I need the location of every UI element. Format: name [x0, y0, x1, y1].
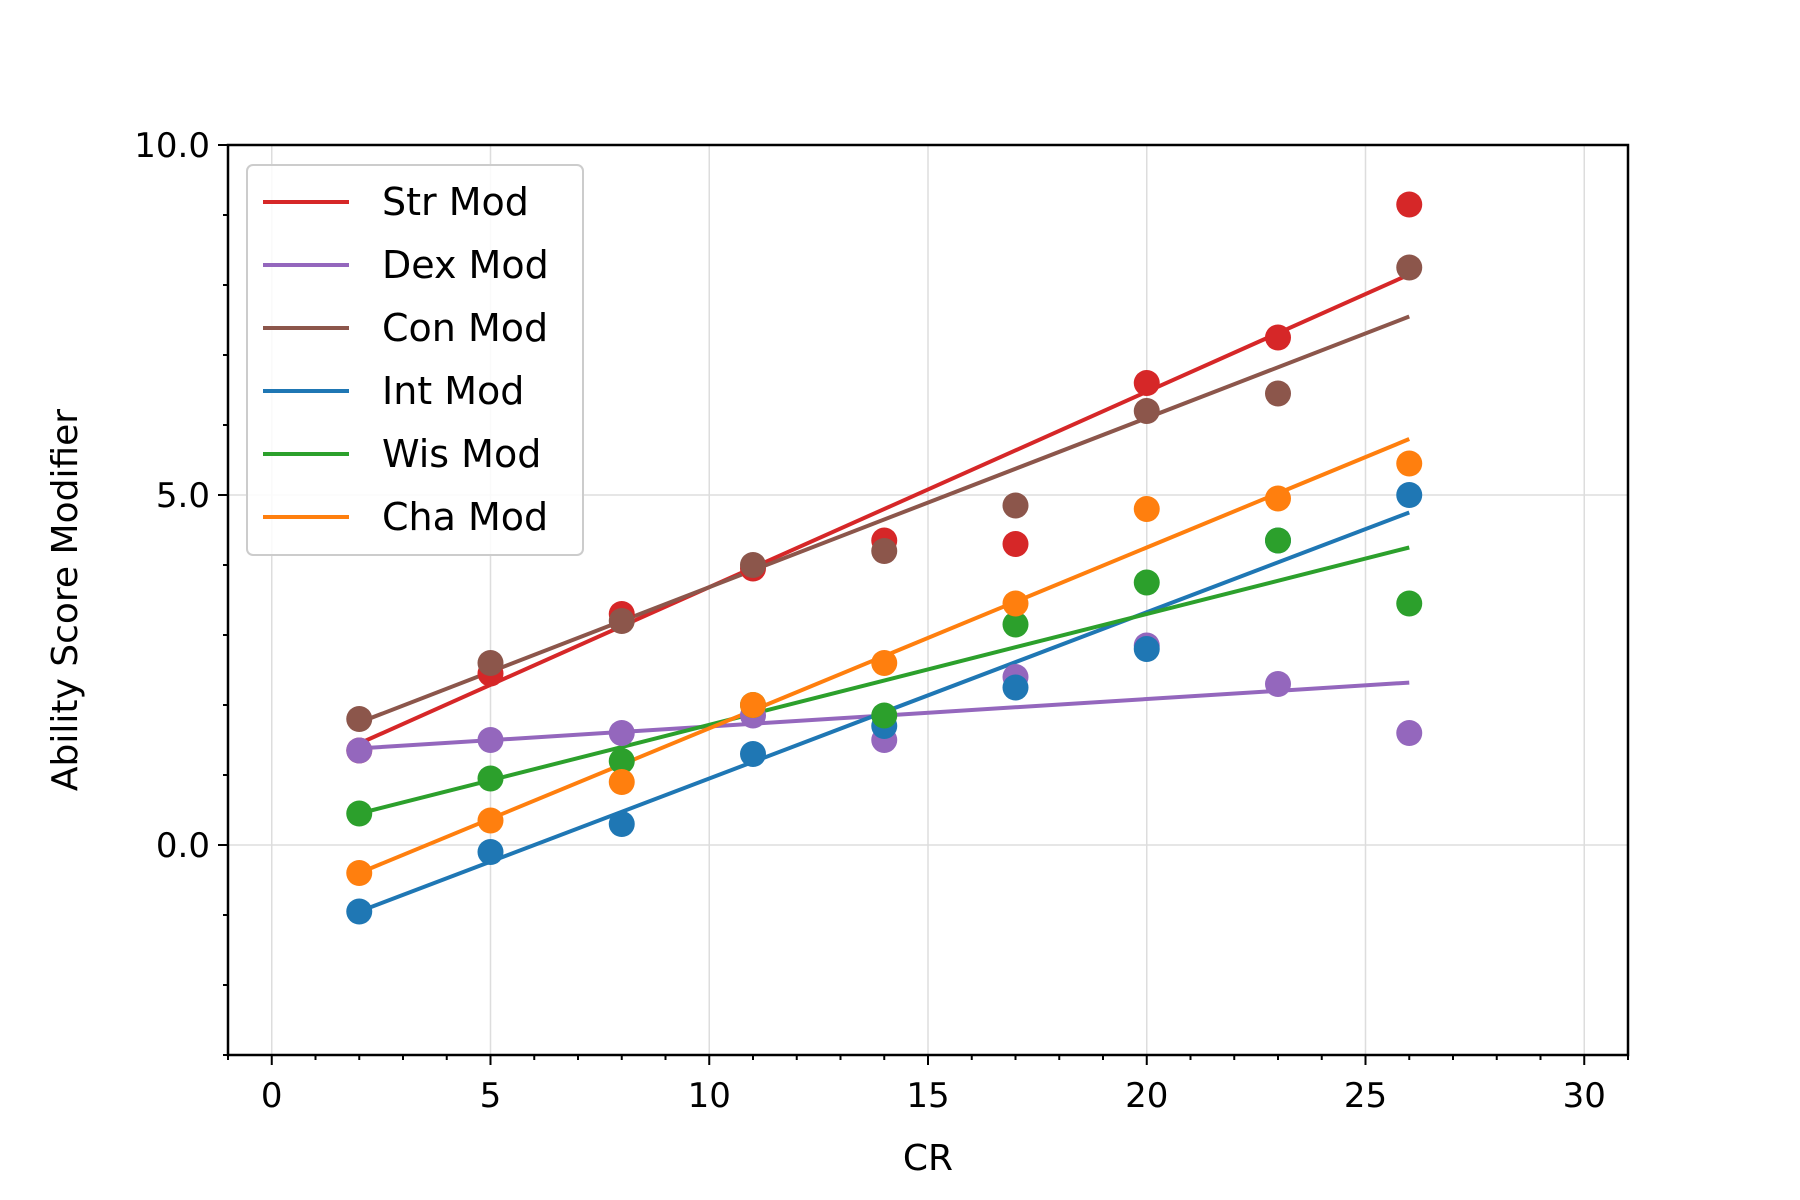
legend-label-int-mod: Int Mod — [382, 369, 524, 413]
con-mod-point — [740, 552, 766, 578]
cha-mod-point — [1133, 496, 1160, 522]
cha-mod-point — [740, 692, 766, 718]
str-mod-point — [1002, 531, 1029, 557]
x-tick-label: 0 — [261, 1076, 283, 1116]
legend-label-dex-mod: Dex Mod — [382, 243, 549, 287]
wis-mod-point — [871, 702, 898, 729]
x-tick-label: 30 — [1563, 1076, 1606, 1116]
x-tick-label: 5 — [480, 1076, 502, 1116]
y-axis-label: Ability Score Modifier — [45, 409, 86, 791]
int-mod-point — [1002, 674, 1029, 701]
int-mod-point — [608, 811, 635, 837]
wis-mod-fit-line — [358, 545, 1410, 816]
con-mod-point — [1133, 398, 1160, 424]
str-mod-point — [1265, 324, 1291, 351]
con-mod-point — [1002, 492, 1029, 519]
y-tick-label: 10.0 — [134, 126, 210, 166]
int-mod-point — [1133, 636, 1160, 662]
x-tick-label: 15 — [906, 1076, 949, 1116]
cha-mod-point — [346, 860, 373, 886]
legend-label-cha-mod: Cha Mod — [382, 495, 548, 539]
x-axis-label: CR — [903, 1138, 953, 1179]
int-mod-point — [346, 898, 373, 925]
int-mod-point — [1396, 482, 1423, 508]
legend-label-str-mod: Str Mod — [382, 180, 529, 224]
x-tick-label: 25 — [1344, 1076, 1387, 1116]
data-points — [346, 191, 1423, 925]
wis-mod-point — [1265, 527, 1291, 554]
axis-ticks: 0 5 10 15 20 25 30 0.0 5.0 10.0 — [134, 126, 1629, 1116]
dex-mod-point — [1396, 720, 1423, 746]
int-mod-point — [477, 839, 504, 865]
cha-mod-point — [871, 650, 898, 676]
str-mod-point — [1396, 191, 1423, 218]
wis-mod-point — [1133, 569, 1160, 596]
dex-mod-point — [608, 720, 635, 746]
con-mod-point — [477, 650, 504, 676]
int-mod-point — [740, 741, 766, 767]
con-mod-point — [1396, 254, 1423, 281]
dex-mod-point — [346, 737, 373, 764]
str-mod-point — [1133, 370, 1160, 396]
cha-mod-point — [1265, 485, 1291, 512]
legend-label-wis-mod: Wis Mod — [382, 432, 541, 476]
con-mod-fit-line — [358, 314, 1410, 725]
wis-mod-point — [477, 765, 504, 792]
wis-mod-point — [346, 800, 373, 827]
str-mod-fit-line — [358, 272, 1411, 746]
dex-mod-point — [1265, 671, 1291, 697]
cha-mod-point — [1002, 590, 1029, 617]
cha-mod-point — [477, 807, 504, 834]
con-mod-point — [1265, 380, 1291, 407]
y-tick-label: 5.0 — [156, 476, 210, 516]
legend: Str Mod Dex Mod Con Mod Int Mod Wis Mod Cha M… — [246, 164, 584, 556]
cha-mod-point — [608, 769, 635, 795]
wis-mod-point — [1396, 590, 1423, 617]
x-tick-label: 20 — [1125, 1076, 1168, 1116]
legend-label-con-mod: Con Mod — [382, 306, 548, 350]
cha-mod-point — [1396, 450, 1423, 477]
wis-mod-point — [608, 748, 635, 774]
x-tick-label: 10 — [688, 1076, 731, 1116]
con-mod-point — [346, 706, 373, 732]
con-mod-point — [608, 608, 635, 634]
y-tick-label: 0.0 — [156, 826, 210, 866]
con-mod-point — [871, 538, 898, 564]
dex-mod-point — [477, 727, 504, 753]
wis-mod-point — [1002, 611, 1029, 638]
legend-box — [246, 164, 584, 556]
